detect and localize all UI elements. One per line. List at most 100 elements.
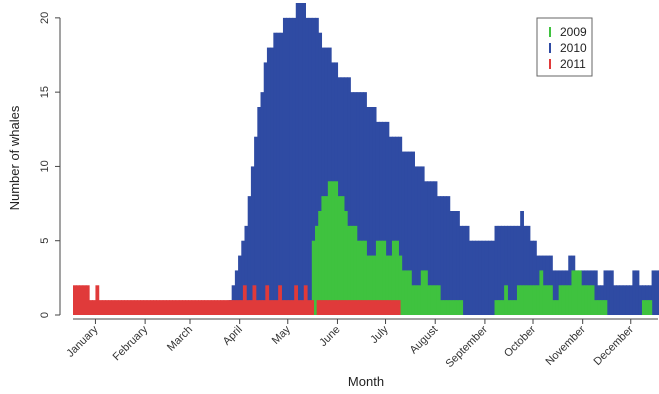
- bar-2010: [529, 240, 534, 315]
- bar-2009: [520, 285, 524, 315]
- bar-2009: [347, 225, 351, 315]
- bar-2011: [73, 285, 77, 315]
- bar-2011: [226, 300, 231, 315]
- bar-2009: [539, 270, 544, 315]
- bar-2011: [217, 300, 222, 315]
- bar-2011: [242, 285, 247, 315]
- bar-2010: [523, 225, 528, 315]
- bar-2009: [334, 181, 339, 315]
- bar-2010: [343, 77, 348, 315]
- bar-2011: [377, 300, 382, 315]
- bar-2010: [632, 270, 637, 315]
- bar-2011: [316, 300, 321, 315]
- bar-2009: [382, 240, 387, 315]
- bar-2011: [339, 300, 343, 315]
- legend-label-2009: 2009: [560, 25, 587, 39]
- bar-2010: [468, 240, 473, 315]
- bar-2009: [398, 255, 403, 315]
- bar-2009: [443, 300, 448, 315]
- bar-2011: [290, 300, 295, 315]
- bar-2010: [404, 151, 409, 315]
- bar-2010: [302, 3, 306, 315]
- legend: 2009 2010 2011: [536, 17, 593, 77]
- bar-2010: [417, 166, 422, 315]
- bar-2009: [366, 255, 371, 315]
- bar-2011: [300, 300, 305, 315]
- bar-2009: [516, 285, 521, 315]
- bar-2010: [526, 225, 531, 315]
- series-2011: [73, 285, 401, 315]
- bar-2009: [555, 300, 560, 315]
- bar-2009: [440, 300, 444, 315]
- bar-2011: [387, 300, 391, 315]
- bar-2010: [266, 47, 271, 315]
- bar-2010: [324, 47, 329, 315]
- legend-items: 2009 2010 2011: [549, 25, 587, 71]
- bar-2010: [593, 270, 598, 315]
- bar-2010: [407, 151, 412, 315]
- bar-2010: [465, 225, 470, 315]
- bar-2009: [343, 211, 348, 315]
- bar-2010: [603, 270, 608, 315]
- x-tick-label-may: May: [270, 323, 294, 347]
- bar-2010: [452, 211, 457, 315]
- bar-2010: [510, 225, 515, 315]
- bar-2011: [85, 285, 90, 315]
- bar-2009: [568, 285, 573, 315]
- bar-2010: [238, 255, 242, 315]
- bar-2010: [552, 270, 557, 315]
- bar-2009: [641, 300, 646, 315]
- bar-2011: [149, 300, 154, 315]
- bar-2010: [241, 240, 246, 315]
- bar-2011: [201, 300, 206, 315]
- y-axis-label: Number of whales: [7, 105, 22, 210]
- bar-2010: [500, 225, 505, 315]
- bar-2010: [315, 17, 319, 316]
- bar-2011: [137, 300, 141, 315]
- bar-2010: [388, 136, 393, 315]
- bar-2010: [391, 136, 396, 315]
- bar-2009: [407, 270, 412, 315]
- bar-2010: [411, 151, 415, 315]
- bar-2010: [616, 285, 621, 315]
- series-2010: [228, 3, 659, 316]
- bar-2011: [274, 300, 279, 315]
- bar-2009: [574, 270, 579, 315]
- bar-2010: [311, 17, 316, 316]
- bar-2009: [545, 285, 550, 315]
- bar-2009: [529, 285, 534, 315]
- bar-2010: [308, 17, 313, 316]
- bar-2009: [449, 300, 454, 315]
- bar-2009: [593, 300, 598, 315]
- bar-2010: [443, 196, 448, 315]
- bar-2010: [286, 17, 290, 316]
- bar-2011: [181, 300, 186, 315]
- y-tick-label: 0: [39, 312, 51, 318]
- bar-2010: [606, 270, 611, 315]
- bar-2010: [520, 211, 524, 315]
- bar-2011: [239, 300, 244, 315]
- bar-2010: [379, 121, 383, 315]
- bar-2010: [398, 136, 403, 315]
- bar-2011: [156, 300, 161, 315]
- bar-2011: [281, 300, 286, 315]
- bar-2011: [393, 300, 398, 315]
- bar-2011: [335, 300, 340, 315]
- bar-2009: [359, 240, 364, 315]
- bar-2011: [271, 300, 276, 315]
- bar-2011: [252, 285, 257, 315]
- bar-2011: [140, 300, 145, 315]
- bar-2010: [488, 240, 492, 315]
- x-axis-label: Month: [348, 374, 384, 389]
- bar-2011: [297, 300, 302, 315]
- bar-2010: [395, 136, 399, 315]
- y-tick-label: 20: [39, 12, 51, 24]
- bar-2011: [255, 300, 260, 315]
- bar-2009: [337, 196, 342, 315]
- bar-2009: [603, 300, 608, 315]
- bar-2010: [282, 17, 287, 316]
- bar-2011: [105, 300, 109, 315]
- bar-2009: [311, 240, 316, 315]
- bar-2010: [382, 121, 387, 315]
